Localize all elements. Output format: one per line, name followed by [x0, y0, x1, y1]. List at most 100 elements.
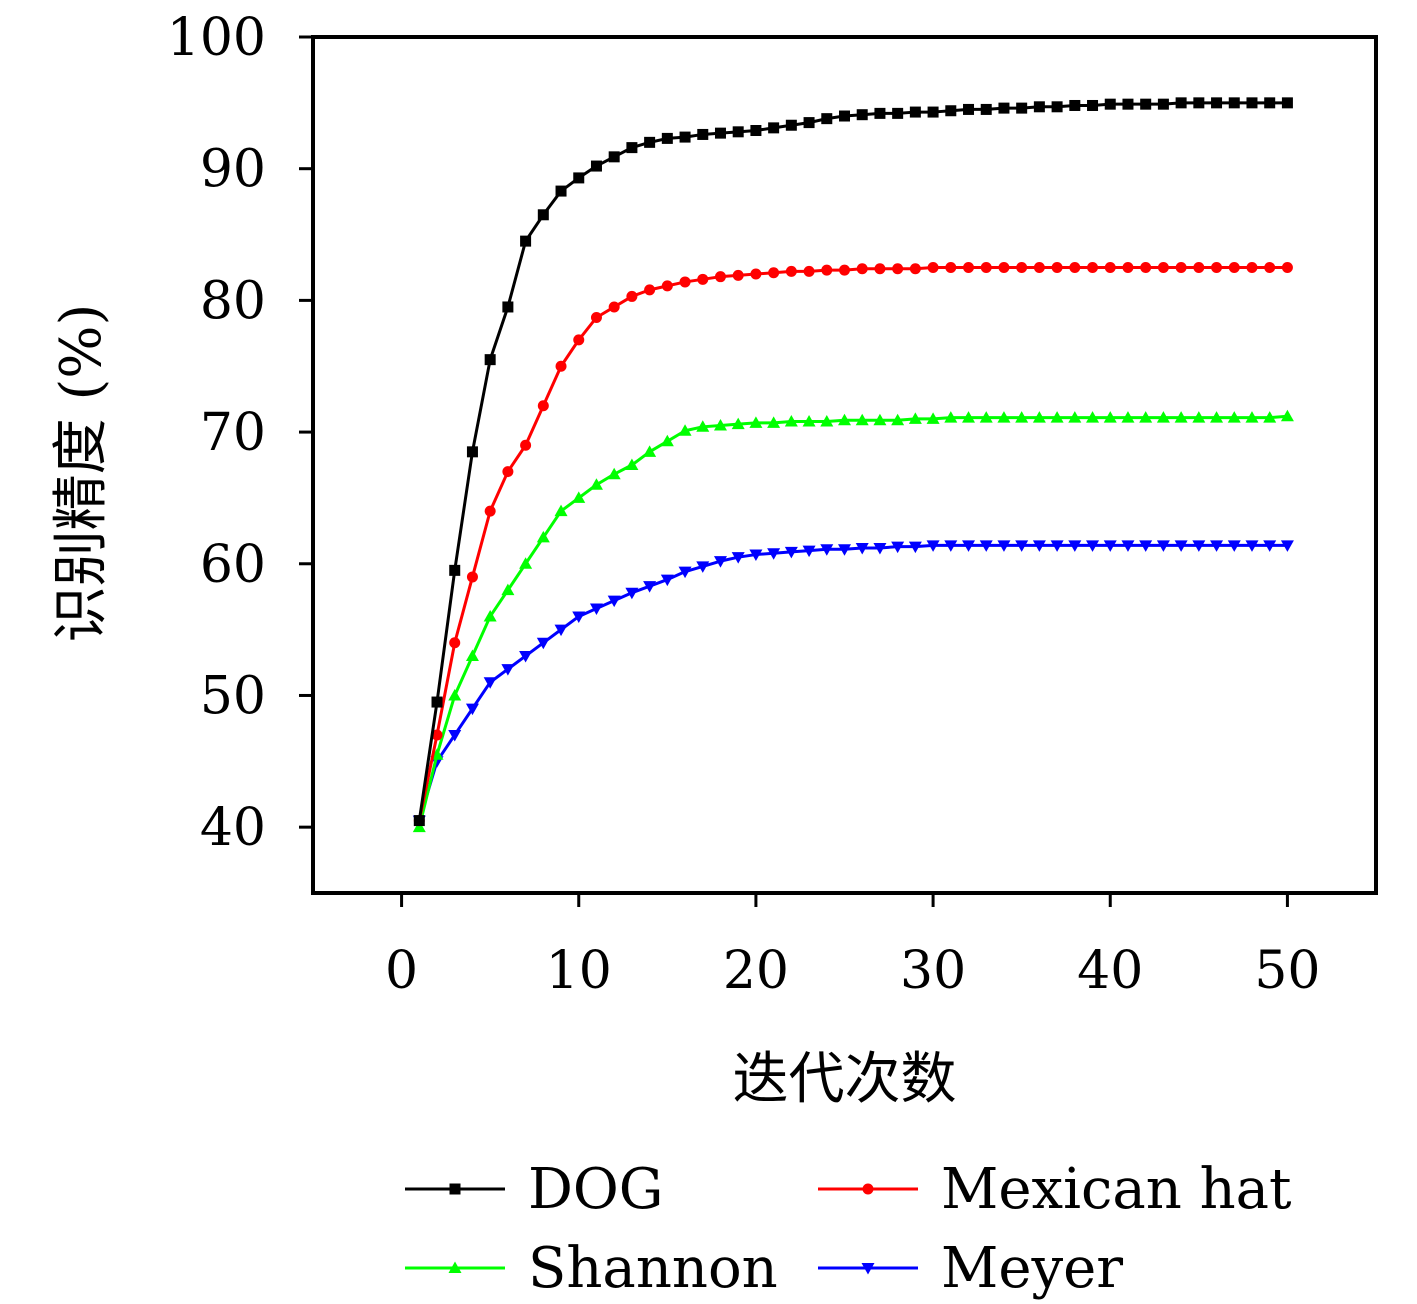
- data-point-meyer: [678, 566, 692, 579]
- data-point-shannon: [1263, 411, 1277, 423]
- legend-label: Mexican hat: [941, 1157, 1292, 1222]
- data-point-meyer: [838, 544, 851, 556]
- data-point-shannon: [607, 467, 621, 480]
- data-point-shannon: [784, 415, 798, 427]
- y-tick-label: 50: [200, 666, 266, 726]
- legend-item-shannon: Shannon: [405, 1236, 778, 1301]
- data-point-shannon: [1192, 411, 1206, 423]
- data-point-shannon: [1174, 411, 1188, 423]
- data-point-mexican-hat: [626, 290, 638, 302]
- data-point-dog: [1016, 102, 1028, 114]
- data-point-dog: [644, 136, 656, 148]
- data-point-mexican-hat: [697, 273, 709, 285]
- data-point-mexican-hat: [590, 312, 602, 324]
- data-point-mexican-hat: [909, 263, 921, 275]
- series-shannon: [412, 409, 1294, 833]
- legend-label: DOG: [528, 1157, 664, 1222]
- data-point-shannon: [1227, 411, 1241, 423]
- data-point-mexican-hat: [644, 284, 656, 296]
- data-point-shannon: [802, 415, 816, 427]
- data-point-mexican-hat: [1264, 261, 1276, 273]
- y-tick-label: 80: [200, 271, 266, 331]
- data-point-dog: [502, 301, 514, 313]
- data-point-shannon: [678, 424, 692, 436]
- data-point-meyer: [908, 541, 922, 554]
- x-tick-label: 40: [1077, 941, 1143, 1001]
- data-point-shannon: [749, 416, 763, 428]
- data-point-dog: [590, 160, 602, 172]
- data-point-dog: [1104, 98, 1116, 110]
- data-point-mexican-hat: [1104, 261, 1116, 273]
- legend-swatch-marker: [862, 1183, 874, 1195]
- data-point-meyer: [731, 552, 745, 564]
- data-point-dog: [413, 815, 425, 827]
- data-point-dog: [839, 110, 850, 122]
- data-point-meyer: [1174, 540, 1188, 552]
- data-point-meyer: [1227, 540, 1241, 552]
- data-point-shannon: [997, 411, 1011, 423]
- data-point-shannon: [1015, 411, 1029, 423]
- data-point-shannon: [483, 609, 497, 622]
- axis-ticks: 0 10 20 30 40 50 40 50 60 70 80 90 100: [167, 8, 1321, 1001]
- data-point-dog: [484, 354, 496, 366]
- data-point-meyer: [820, 544, 834, 556]
- data-point-shannon: [820, 415, 834, 427]
- data-point-meyer: [767, 548, 781, 560]
- data-point-mexican-hat: [449, 637, 461, 649]
- data-point-meyer: [1156, 540, 1170, 552]
- data-point-mexican-hat: [732, 269, 744, 281]
- data-point-meyer: [1032, 540, 1046, 552]
- data-point-dog: [803, 117, 815, 129]
- data-point-mexican-hat: [520, 439, 532, 451]
- data-point-meyer: [483, 677, 497, 689]
- data-point-meyer: [519, 650, 533, 663]
- data-point-dog: [608, 151, 620, 163]
- data-point-mexican-hat: [856, 263, 868, 275]
- legend-label: Shannon: [528, 1236, 778, 1301]
- data-point-dog: [1281, 97, 1293, 109]
- data-point-shannon: [465, 649, 479, 661]
- x-tick-label: 10: [546, 941, 612, 1001]
- data-point-meyer: [1015, 540, 1029, 552]
- series-mexican-hat: [413, 261, 1293, 827]
- data-point-shannon: [501, 583, 515, 596]
- data-point-mexican-hat: [963, 261, 975, 273]
- data-point-meyer: [891, 541, 905, 554]
- data-point-meyer: [625, 587, 639, 600]
- data-point-shannon: [891, 413, 905, 426]
- data-point-meyer: [1086, 540, 1100, 552]
- data-point-dog: [821, 113, 833, 125]
- data-point-shannon: [660, 434, 674, 447]
- series-layer: [412, 97, 1294, 833]
- data-point-meyer: [1245, 540, 1259, 552]
- series-dog: [413, 97, 1293, 827]
- data-point-meyer: [1121, 540, 1135, 552]
- data-point-shannon: [838, 413, 851, 426]
- data-point-meyer: [784, 546, 798, 559]
- data-point-mexican-hat: [874, 263, 886, 275]
- data-point-mexican-hat: [1033, 261, 1045, 273]
- data-point-dog: [1175, 97, 1187, 109]
- data-point-shannon: [713, 418, 727, 431]
- data-point-meyer: [554, 624, 568, 637]
- data-point-dog: [714, 127, 726, 139]
- data-point-mexican-hat: [466, 571, 478, 583]
- data-point-meyer: [572, 611, 586, 623]
- data-point-shannon: [962, 411, 976, 423]
- data-point-mexican-hat: [537, 400, 549, 412]
- y-axis-title: 识别精度 (%): [49, 304, 114, 643]
- data-point-mexican-hat: [750, 268, 762, 280]
- data-point-dog: [785, 119, 797, 131]
- data-point-shannon: [1156, 411, 1170, 423]
- data-point-meyer: [802, 545, 816, 558]
- data-point-dog: [892, 107, 904, 119]
- data-point-meyer: [607, 595, 621, 608]
- y-tick-label: 70: [200, 403, 266, 463]
- data-point-mexican-hat: [821, 264, 833, 276]
- data-point-mexican-hat: [679, 276, 691, 288]
- data-point-mexican-hat: [839, 264, 850, 276]
- data-point-shannon: [1121, 411, 1135, 423]
- data-point-dog: [466, 446, 478, 458]
- data-point-dog: [768, 122, 780, 134]
- data-point-mexican-hat: [1122, 261, 1134, 273]
